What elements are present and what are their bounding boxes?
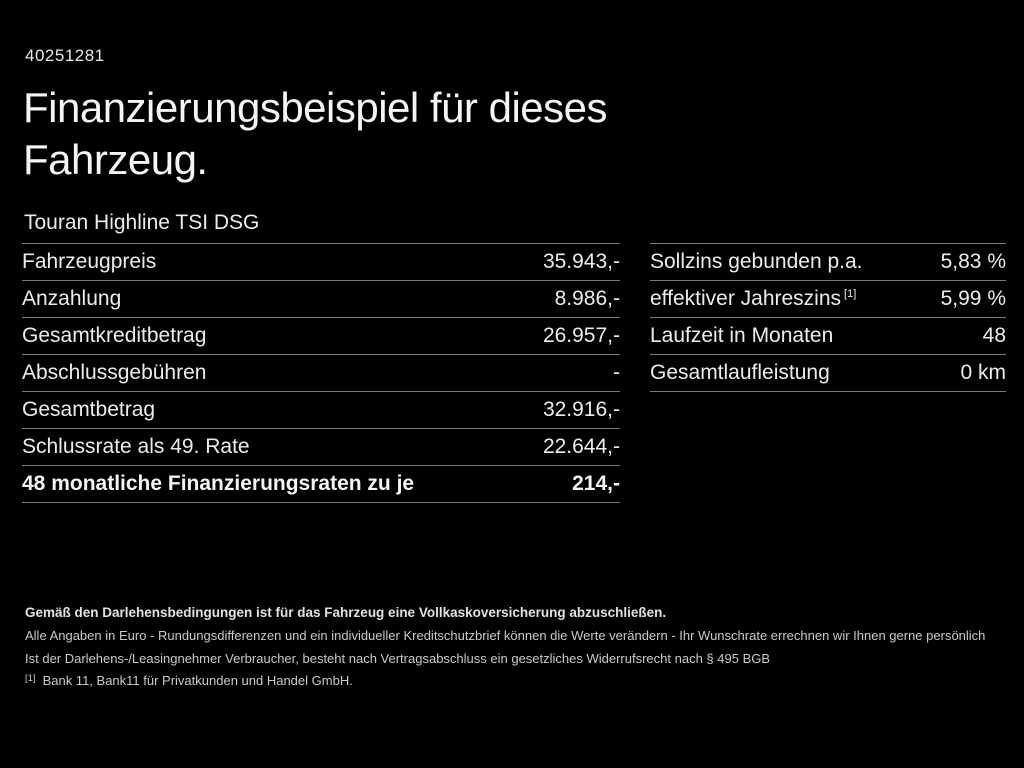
table-row: Gesamtlaufleistung 0 km [650, 354, 1006, 391]
table-row: Sollzins gebunden p.a. 5,83 % [650, 243, 1006, 280]
row-label: Schlussrate als 49. Rate [22, 435, 250, 458]
row-value: - [613, 361, 620, 384]
table-row: Gesamtbetrag 32.916,- [22, 391, 620, 428]
row-value: 48 [982, 324, 1006, 347]
row-value: 26.957,- [542, 324, 620, 347]
finance-details-table: Fahrzeugpreis 35.943,- Anzahlung 8.986,- Ges… [22, 243, 620, 503]
table-row: 48 monatliche Finanzierungsraten zu je 21… [22, 465, 620, 502]
vehicle-model-subtitle: Touran Highline TSI DSG [24, 211, 260, 234]
row-label: Anzahlung [22, 287, 122, 310]
row-value: 214,- [572, 472, 620, 495]
footer-withdrawal-right-line: Ist der Darlehens-/Leasingnehmer Verbrau… [25, 650, 771, 666]
footnote-marker: [1] [25, 673, 36, 684]
row-label: Gesamtbetrag [22, 398, 156, 421]
footer-footnote: [1] Bank 11, Bank11 für Privatkunden und … [25, 673, 1000, 688]
row-label: 48 monatliche Finanzierungsraten zu je [22, 472, 415, 495]
row-value: 0 km [960, 361, 1006, 384]
row-label: Gesamtlaufleistung [650, 361, 830, 384]
row-label: effektiver Jahreszins [1] [650, 287, 857, 310]
page-title: Finanzierungsbeispiel für dieses Fahrzeu… [23, 84, 608, 183]
table-row: Laufzeit in Monaten 48 [650, 317, 1006, 354]
row-label: Sollzins gebunden p.a. [650, 250, 863, 273]
document-number: 40251281 [25, 46, 105, 65]
footer-insurance-note: Gemäß den Darlehensbedingungen ist für d… [25, 605, 667, 620]
table-row: Gesamtkreditbetrag 26.957,- [22, 317, 620, 354]
footnote-reference: [1] [844, 288, 857, 300]
footnote-text: Bank 11, Bank11 für Privatkunden und Han… [42, 673, 353, 688]
row-label: Fahrzeugpreis [22, 250, 157, 273]
row-value: 5,99 % [940, 287, 1006, 310]
row-label: Abschlussgebühren [22, 361, 207, 384]
table-row: Fahrzeugpreis 35.943,- [22, 243, 620, 280]
credit-conditions-table: Sollzins gebunden p.a. 5,83 % effektiver J… [650, 243, 1006, 392]
table-row: Schlussrate als 49. Rate 22.644,- [22, 428, 620, 465]
table-row: Abschlussgebühren - [22, 354, 620, 391]
row-value: 5,83 % [940, 250, 1006, 273]
row-label: Gesamtkreditbetrag [22, 324, 207, 347]
legal-footer: Gemäß den Darlehensbedingungen ist für d… [25, 605, 1000, 688]
table-row: Anzahlung 8.986,- [22, 280, 620, 317]
table-row: effektiver Jahreszins [1] 5,99 % [650, 280, 1006, 317]
row-value: 32.916,- [542, 398, 620, 421]
footer-disclaimer-line: Alle Angaben in Euro - Rundungsdifferenz… [25, 628, 986, 643]
row-value: 35.943,- [542, 250, 620, 273]
row-value: 8.986,- [554, 287, 620, 310]
row-value: 22.644,- [542, 435, 620, 458]
row-label: Laufzeit in Monaten [650, 324, 834, 347]
